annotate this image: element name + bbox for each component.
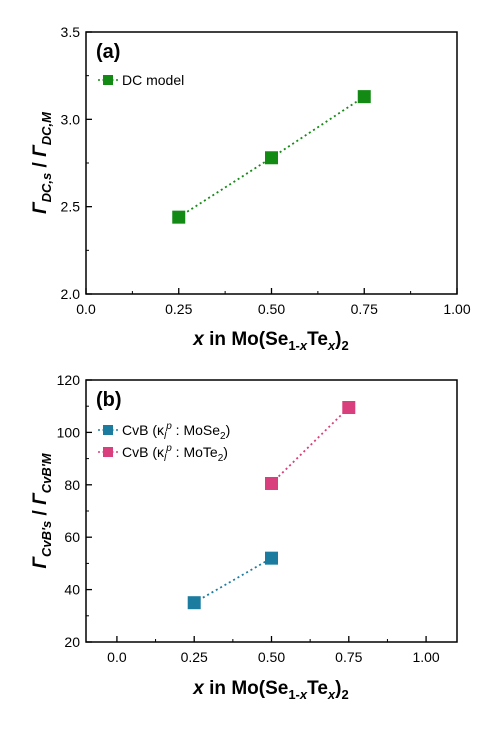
y-tick-label: 60: [64, 529, 80, 545]
series-line: [270, 406, 350, 485]
panel-label-b: (b): [96, 389, 122, 411]
x-axis-te-a: Te: [307, 329, 328, 350]
x-axis-title-a: x in Mo(Se1-xTex)2: [192, 329, 348, 353]
x-axis-sub1-a: 1-: [288, 338, 300, 353]
legend-mose2-sub2: 2: [220, 431, 226, 442]
y-axis-g2-b: Γ: [30, 492, 51, 505]
x-tick-label: 0.0: [76, 301, 96, 317]
legend-mose2-rest: : MoSe: [172, 422, 220, 438]
legend-mote2-sup: p: [165, 443, 172, 454]
y-tick-label: 120: [57, 372, 81, 388]
data-point: [357, 90, 371, 104]
x-axis-sub1-b: 1-: [288, 687, 300, 702]
y-axis-s1-a: DC,s: [39, 173, 54, 203]
x-axis-text-b: in Mo(Se: [204, 678, 288, 699]
legend-label-mose2: CvB (κlp : MoSe2): [122, 421, 230, 442]
panel-label-a: (a): [96, 41, 120, 63]
y-axis-s2-b: CvB'M: [39, 452, 54, 493]
x-tick-label: 0.75: [335, 649, 362, 665]
legend-a: DC model: [98, 72, 184, 88]
data-point: [265, 476, 278, 490]
legend-mose2-sup: p: [165, 421, 172, 432]
y-axis-s1-b: CvB's: [39, 521, 54, 557]
x-tick-label: 0.25: [181, 649, 208, 665]
x-tick-label: 1.00: [412, 649, 439, 665]
x-tick-label: 1.00: [443, 301, 470, 317]
legend-marker-mote2: [103, 447, 113, 457]
x-tick-label: 0.25: [165, 301, 192, 317]
panel-b: 20 40 60 80 100 120 0.0 0.25 0.50 0.75 1.00 (b) C…: [30, 372, 458, 702]
x-tick-label: 0.0: [107, 649, 127, 665]
y-axis-title-b: ΓCvB's / ΓCvB'M: [30, 452, 54, 568]
y-tick-label: 100: [57, 424, 81, 440]
x-axis-text-a: in Mo(Se: [204, 329, 288, 350]
x-axis-subx-a: x: [299, 338, 308, 353]
y-tick-label: 2.0: [61, 286, 81, 302]
y-tick-label: 2.5: [61, 199, 81, 215]
legend-label-mote2: CvB (κlp : MoTe2): [122, 443, 228, 464]
y-ticks-a: 2.0 2.5 3.0 3.5: [61, 24, 92, 302]
y-tick-label: 80: [64, 477, 80, 493]
y-axis-slash-b: /: [30, 505, 51, 521]
x-axis-subx-b: x: [299, 687, 308, 702]
data-point: [265, 551, 278, 565]
y-axis-g2-a: Γ: [30, 144, 51, 157]
plot-frame-b: [85, 379, 458, 643]
x-tick-label: 0.50: [258, 649, 285, 665]
x-tick-label: 0.75: [351, 301, 378, 317]
legend-mose2-end: ): [226, 422, 231, 438]
legend-b: CvB (κlp : MoSe2) CvB (κlp : MoTe2): [98, 421, 230, 464]
x-axis-var-a: x: [192, 329, 205, 350]
legend-mote2-a: CvB (κ: [122, 444, 165, 460]
data-point: [342, 401, 356, 415]
series-b: [187, 401, 356, 610]
legend-marker-dc: [103, 75, 113, 85]
x-axis-close-a: ): [335, 329, 341, 350]
y-axis-title-a: ΓDC,s / ΓDC,M: [30, 111, 54, 214]
series-a: [172, 90, 371, 224]
y-ticks-b: 20 40 60 80 100 120: [57, 372, 92, 650]
x-axis-te-b: Te: [307, 678, 328, 699]
x-axis-tex-b: x: [327, 687, 336, 702]
data-point: [265, 151, 278, 165]
x-axis-var-b: x: [192, 678, 205, 699]
y-axis-g1-a: Γ: [30, 201, 51, 214]
y-tick-label: 3.5: [61, 24, 81, 40]
legend-mose2-sub: l: [164, 431, 167, 442]
legend-mote2-rest: : MoTe: [172, 444, 218, 460]
data-point: [187, 596, 201, 610]
panel-a: 2.0 2.5 3.0 3.5 0.0 0.25 0.50 0.75 1.00 (a) DC …: [30, 24, 471, 353]
y-axis-slash-a: /: [30, 157, 51, 173]
x-axis-tex-a: x: [327, 338, 336, 353]
series-line: [193, 557, 272, 604]
legend-mote2-end: ): [223, 444, 228, 460]
x-ticks-b: 0.0 0.25 0.50 0.75 1.00: [107, 636, 440, 665]
legend-marker-mose2: [103, 425, 113, 435]
y-axis-g1-b: Γ: [30, 556, 51, 569]
y-tick-label: 3.0: [61, 111, 81, 127]
x-axis-two-b: 2: [341, 687, 348, 702]
x-ticks-a: 0.0 0.25 0.50 0.75 1.00: [76, 288, 471, 317]
data-point: [172, 210, 186, 224]
legend-label-dc: DC model: [122, 72, 184, 88]
legend-mote2-sub2: 2: [218, 453, 224, 464]
x-axis-title-b: x in Mo(Se1-xTex)2: [192, 678, 348, 702]
legend-mote2-sub: l: [164, 453, 167, 464]
y-tick-label: 20: [64, 634, 80, 650]
legend-mose2-a: CvB (κ: [122, 422, 165, 438]
x-tick-label: 0.50: [258, 301, 285, 317]
x-axis-two-a: 2: [341, 338, 348, 353]
x-axis-close-b: ): [335, 678, 341, 699]
y-axis-s2-a: DC,M: [39, 111, 54, 145]
y-tick-label: 40: [64, 582, 80, 598]
